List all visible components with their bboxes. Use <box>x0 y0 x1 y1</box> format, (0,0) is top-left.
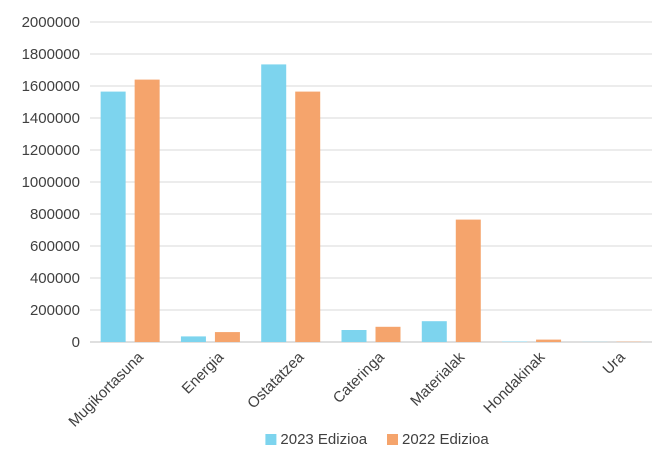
x-tick-label: Cateringa <box>330 348 388 406</box>
legend-label: 2023 Edizioa <box>280 431 367 448</box>
y-tick-label: 1600000 <box>22 78 80 95</box>
bar <box>295 92 320 342</box>
legend: 2023 Edizioa 2022 Edizioa <box>265 431 489 448</box>
bar <box>215 332 240 342</box>
bar <box>422 321 447 342</box>
y-tick-label: 1000000 <box>22 174 80 191</box>
grid-lines <box>90 22 652 342</box>
y-tick-label: 600000 <box>30 238 80 255</box>
x-tick-label: Energia <box>179 348 228 397</box>
legend-label: 2022 Edizioa <box>402 431 489 448</box>
y-tick-label: 400000 <box>30 270 80 287</box>
y-tick-label: 1200000 <box>22 142 80 159</box>
bar <box>456 220 481 342</box>
x-axis-ticks: Mugikortasuna Energia Ostatatzea Cateringa M… <box>65 348 629 430</box>
y-tick-label: 800000 <box>30 206 80 223</box>
bars <box>101 64 642 342</box>
y-tick-label: 1400000 <box>22 110 80 127</box>
x-tick-label: Hondakinak <box>480 348 548 416</box>
bar <box>536 340 561 342</box>
x-tick-label: Ostatatzea <box>244 348 308 412</box>
y-tick-label: 2000000 <box>22 14 80 31</box>
legend-swatch <box>387 434 398 445</box>
y-tick-label: 0 <box>72 334 80 351</box>
x-tick-label: Materialak <box>407 348 468 409</box>
bar <box>261 64 286 342</box>
legend-swatch <box>265 434 276 445</box>
x-tick-label: Ura <box>600 348 630 378</box>
bar <box>376 327 401 342</box>
bar <box>135 80 160 342</box>
y-axis-ticks: 0 200000 400000 600000 800000 1000000 1200000 1… <box>22 14 80 351</box>
x-tick-label: Mugikortasuna <box>65 348 147 430</box>
bar <box>181 336 206 342</box>
y-tick-label: 1800000 <box>22 46 80 63</box>
y-tick-label: 200000 <box>30 302 80 319</box>
bar <box>342 330 367 342</box>
bar <box>101 92 126 342</box>
